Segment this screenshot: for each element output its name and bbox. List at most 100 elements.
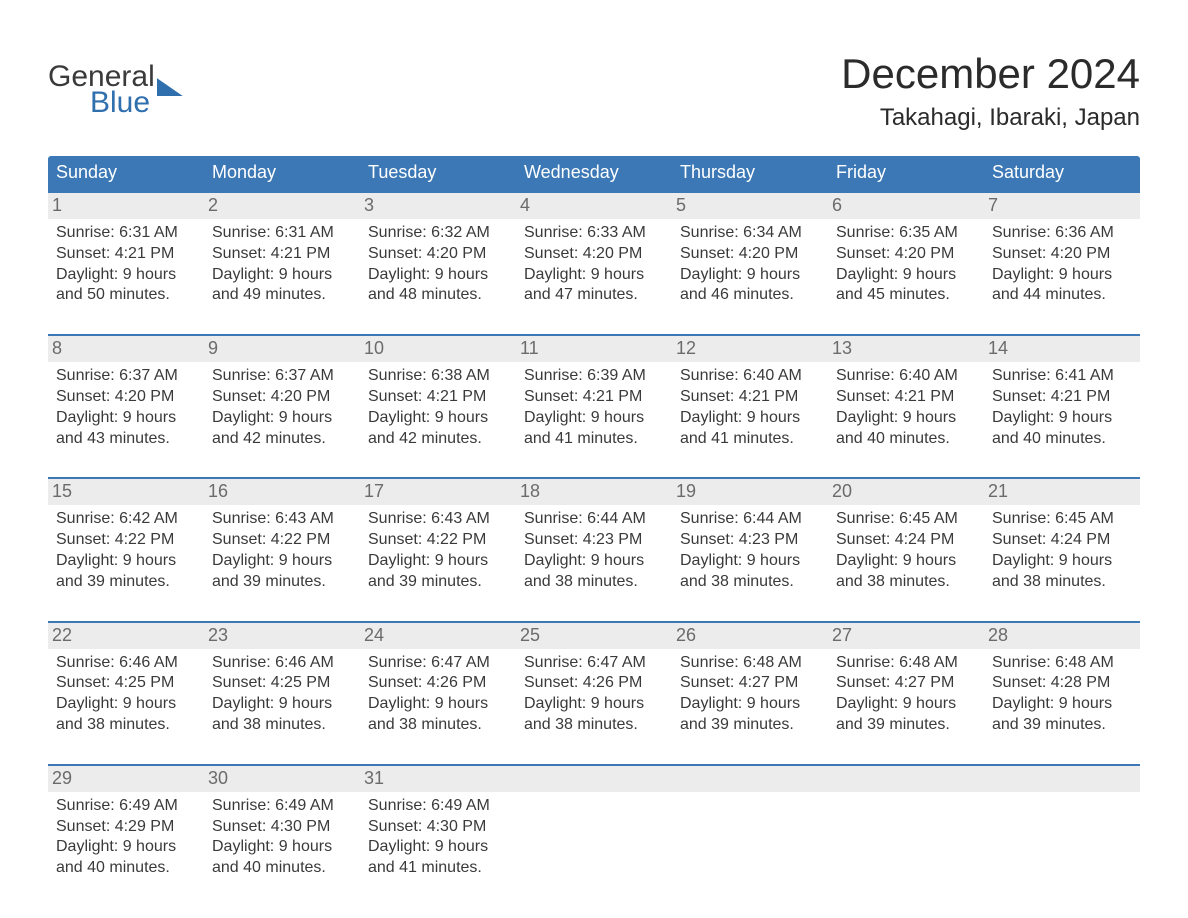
sunset-line: Sunset: 4:30 PM xyxy=(368,817,508,838)
sunrise-line: Sunrise: 6:47 AM xyxy=(368,653,508,674)
daylight-line-2: and 40 minutes. xyxy=(212,858,352,879)
sunset-line: Sunset: 4:22 PM xyxy=(56,530,196,551)
sunrise-line: Sunrise: 6:40 AM xyxy=(680,366,820,387)
daylight-line-1: Daylight: 9 hours xyxy=(56,408,196,429)
sunrise-line: Sunrise: 6:46 AM xyxy=(212,653,352,674)
daylight-line-2: and 41 minutes. xyxy=(368,858,508,879)
weekday-header: Tuesday xyxy=(360,156,516,191)
sunset-line: Sunset: 4:21 PM xyxy=(368,387,508,408)
sunrise-line: Sunrise: 6:43 AM xyxy=(212,509,352,530)
weekday-header: Thursday xyxy=(672,156,828,191)
day-cell: 10Sunrise: 6:38 AMSunset: 4:21 PMDayligh… xyxy=(360,336,516,457)
daylight-line-1: Daylight: 9 hours xyxy=(368,837,508,858)
sunrise-line: Sunrise: 6:36 AM xyxy=(992,223,1132,244)
daylight-line-1: Daylight: 9 hours xyxy=(680,408,820,429)
day-cell: 1Sunrise: 6:31 AMSunset: 4:21 PMDaylight… xyxy=(48,193,204,314)
day-cell xyxy=(516,766,672,887)
week-row: 8Sunrise: 6:37 AMSunset: 4:20 PMDaylight… xyxy=(48,334,1140,457)
day-cell: 12Sunrise: 6:40 AMSunset: 4:21 PMDayligh… xyxy=(672,336,828,457)
daylight-line-1: Daylight: 9 hours xyxy=(836,694,976,715)
sunrise-line: Sunrise: 6:33 AM xyxy=(524,223,664,244)
sunset-line: Sunset: 4:24 PM xyxy=(992,530,1132,551)
daylight-line-2: and 38 minutes. xyxy=(524,572,664,593)
day-number: 31 xyxy=(360,766,516,792)
sunset-line: Sunset: 4:23 PM xyxy=(680,530,820,551)
day-number: 25 xyxy=(516,623,672,649)
weekday-header: Wednesday xyxy=(516,156,672,191)
sunrise-line: Sunrise: 6:44 AM xyxy=(680,509,820,530)
sunrise-line: Sunrise: 6:46 AM xyxy=(56,653,196,674)
weekday-header-row: SundayMondayTuesdayWednesdayThursdayFrid… xyxy=(48,156,1140,191)
daylight-line-2: and 38 minutes. xyxy=(992,572,1132,593)
logo: General Blue xyxy=(48,60,183,120)
sunset-line: Sunset: 4:20 PM xyxy=(56,387,196,408)
daylight-line-2: and 38 minutes. xyxy=(524,715,664,736)
day-number: 30 xyxy=(204,766,360,792)
daylight-line-1: Daylight: 9 hours xyxy=(56,694,196,715)
calendar: SundayMondayTuesdayWednesdayThursdayFrid… xyxy=(48,156,1140,887)
logo-text-bottom: Blue xyxy=(90,86,150,120)
week-row: 22Sunrise: 6:46 AMSunset: 4:25 PMDayligh… xyxy=(48,621,1140,744)
daylight-line-1: Daylight: 9 hours xyxy=(56,837,196,858)
day-number: 9 xyxy=(204,336,360,362)
day-number: 29 xyxy=(48,766,204,792)
sunrise-line: Sunrise: 6:45 AM xyxy=(992,509,1132,530)
daylight-line-2: and 39 minutes. xyxy=(368,572,508,593)
sunset-line: Sunset: 4:28 PM xyxy=(992,673,1132,694)
daylight-line-2: and 40 minutes. xyxy=(836,429,976,450)
daylight-line-1: Daylight: 9 hours xyxy=(56,265,196,286)
day-number-empty xyxy=(516,766,672,792)
day-number-empty xyxy=(984,766,1140,792)
daylight-line-2: and 49 minutes. xyxy=(212,285,352,306)
daylight-line-2: and 38 minutes. xyxy=(368,715,508,736)
daylight-line-2: and 45 minutes. xyxy=(836,285,976,306)
day-number: 20 xyxy=(828,479,984,505)
sunrise-line: Sunrise: 6:49 AM xyxy=(56,796,196,817)
day-cell: 24Sunrise: 6:47 AMSunset: 4:26 PMDayligh… xyxy=(360,623,516,744)
weekday-header: Friday xyxy=(828,156,984,191)
day-cell xyxy=(984,766,1140,887)
daylight-line-1: Daylight: 9 hours xyxy=(836,265,976,286)
sunset-line: Sunset: 4:26 PM xyxy=(524,673,664,694)
sunset-line: Sunset: 4:20 PM xyxy=(680,244,820,265)
daylight-line-2: and 39 minutes. xyxy=(680,715,820,736)
daylight-line-1: Daylight: 9 hours xyxy=(368,408,508,429)
daylight-line-1: Daylight: 9 hours xyxy=(836,551,976,572)
day-number: 5 xyxy=(672,193,828,219)
sunrise-line: Sunrise: 6:37 AM xyxy=(212,366,352,387)
day-number: 17 xyxy=(360,479,516,505)
weeks-container: 1Sunrise: 6:31 AMSunset: 4:21 PMDaylight… xyxy=(48,191,1140,887)
day-cell: 19Sunrise: 6:44 AMSunset: 4:23 PMDayligh… xyxy=(672,479,828,600)
sunset-line: Sunset: 4:21 PM xyxy=(524,387,664,408)
day-cell: 29 Sunrise: 6:49 AMSunset: 4:29 PMDayligh… xyxy=(48,766,204,887)
day-number: 2 xyxy=(204,193,360,219)
day-cell: 11Sunrise: 6:39 AMSunset: 4:21 PMDayligh… xyxy=(516,336,672,457)
day-cell xyxy=(828,766,984,887)
day-cell: 15Sunrise: 6:42 AMSunset: 4:22 PMDayligh… xyxy=(48,479,204,600)
daylight-line-1: Daylight: 9 hours xyxy=(680,265,820,286)
logo-flag-icon xyxy=(157,78,183,96)
day-number: 10 xyxy=(360,336,516,362)
daylight-line-1: Daylight: 9 hours xyxy=(524,408,664,429)
title-block: December 2024 Takahagi, Ibaraki, Japan xyxy=(841,40,1140,138)
daylight-line-1: Daylight: 9 hours xyxy=(992,408,1132,429)
sunset-line: Sunset: 4:29 PM xyxy=(56,817,196,838)
daylight-line-2: and 38 minutes. xyxy=(680,572,820,593)
daylight-line-1: Daylight: 9 hours xyxy=(368,551,508,572)
daylight-line-2: and 50 minutes. xyxy=(56,285,196,306)
daylight-line-1: Daylight: 9 hours xyxy=(524,265,664,286)
sunrise-line: Sunrise: 6:43 AM xyxy=(368,509,508,530)
day-cell: 6Sunrise: 6:35 AMSunset: 4:20 PMDaylight… xyxy=(828,193,984,314)
day-number: 1 xyxy=(48,193,204,219)
day-number: 21 xyxy=(984,479,1140,505)
sunset-line: Sunset: 4:22 PM xyxy=(368,530,508,551)
daylight-line-2: and 47 minutes. xyxy=(524,285,664,306)
daylight-line-2: and 38 minutes. xyxy=(212,715,352,736)
day-cell: 23Sunrise: 6:46 AMSunset: 4:25 PMDayligh… xyxy=(204,623,360,744)
day-number: 15 xyxy=(48,479,204,505)
day-number: 4 xyxy=(516,193,672,219)
day-number: 24 xyxy=(360,623,516,649)
day-number: 3 xyxy=(360,193,516,219)
day-number: 11 xyxy=(516,336,672,362)
daylight-line-1: Daylight: 9 hours xyxy=(992,551,1132,572)
